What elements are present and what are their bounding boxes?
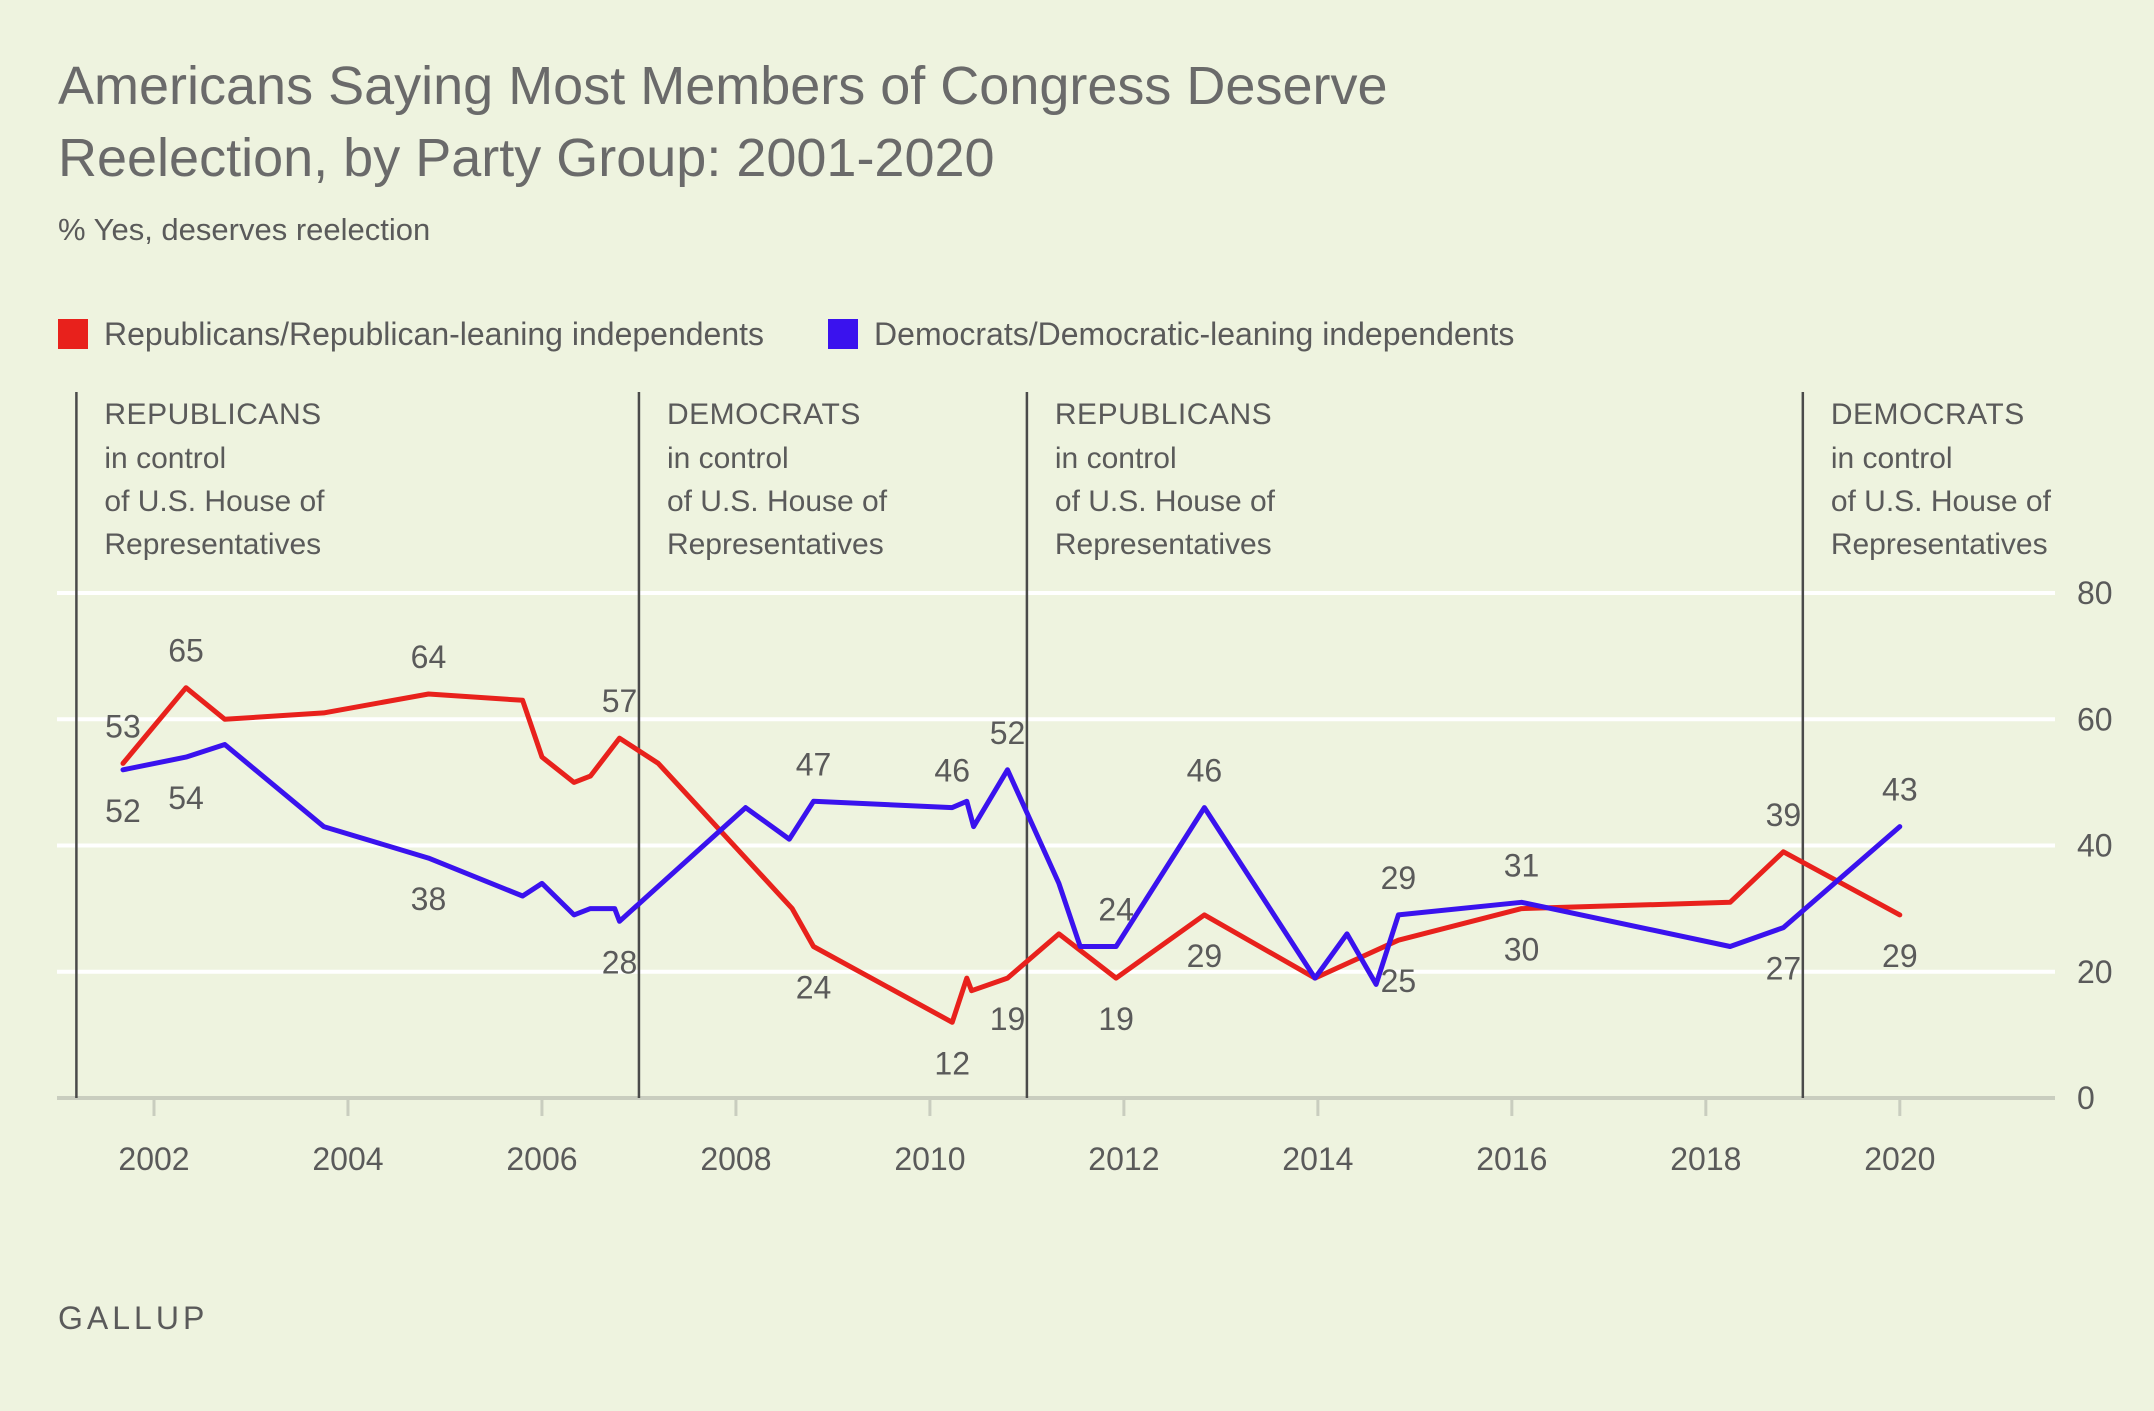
annotation-line-0-2: Representatives	[104, 528, 321, 561]
x-tick-label-2008: 2008	[700, 1141, 771, 1177]
x-tick-label-2004: 2004	[312, 1141, 383, 1177]
x-tick-label-2018: 2018	[1670, 1141, 1741, 1177]
annotation-heading-3: DEMOCRATS	[1831, 398, 2025, 431]
x-tick-label-2002: 2002	[118, 1141, 189, 1177]
x-tick-label-2020: 2020	[1864, 1141, 1935, 1177]
series-line-democrat	[120, 742, 1903, 987]
source-label: GALLUP	[58, 1300, 209, 1336]
y-tick-label-80: 80	[2077, 575, 2113, 611]
legend-swatch-democrat	[828, 319, 859, 349]
data-label-democrat-24: 27	[1766, 951, 1802, 987]
data-label-democrat-19: 52	[990, 715, 1026, 751]
legend-item-democrat: Democrats/Democratic-leaning independent…	[828, 316, 1514, 353]
data-label-democrat-13: 52	[105, 793, 141, 829]
y-tick-label-60: 60	[2077, 701, 2113, 737]
data-label-democrat-18: 46	[934, 753, 970, 789]
x-tick-label-2016: 2016	[1476, 1141, 1547, 1177]
data-label-republican-12: 29	[1882, 938, 1918, 974]
data-label-republican-7: 19	[1098, 1001, 1134, 1037]
x-tick-label-2014: 2014	[1282, 1141, 1353, 1177]
data-label-democrat-25: 43	[1882, 772, 1918, 808]
y-tick-label-0: 0	[2077, 1080, 2095, 1116]
data-label-republican-0: 53	[105, 708, 141, 744]
data-label-democrat-17: 47	[796, 746, 832, 782]
chart-subtitle: % Yes, deserves reelection	[58, 212, 431, 247]
data-label-democrat-21: 46	[1187, 753, 1223, 789]
legend-label-republican: Republicans/Republican-leaning independe…	[104, 315, 765, 352]
annotation-heading-1: DEMOCRATS	[667, 398, 861, 431]
data-label-democrat-20: 24	[1098, 892, 1134, 928]
data-label-republican-10: 30	[1504, 932, 1540, 968]
legend: Republicans/Republican-leaning independe…	[58, 312, 1578, 356]
data-label-republican-6: 19	[990, 1001, 1026, 1037]
annotation-line-0-0: in control	[104, 442, 226, 475]
data-label-republican-8: 29	[1187, 938, 1223, 974]
data-label-republican-5: 12	[934, 1045, 970, 1081]
data-label-democrat-15: 38	[411, 881, 447, 917]
data-label-republican-1: 65	[168, 633, 204, 669]
data-label-democrat-23: 31	[1504, 847, 1540, 883]
x-tick-label-2012: 2012	[1088, 1141, 1159, 1177]
data-label-democrat-22: 29	[1381, 860, 1417, 896]
annotation-line-1-1: of U.S. House of	[667, 485, 888, 518]
data-label-democrat-14: 54	[168, 780, 204, 816]
data-label-republican-11: 39	[1766, 797, 1802, 833]
annotation-line-1-0: in control	[667, 442, 789, 475]
annotation-line-3-1: of U.S. House of	[1831, 485, 2052, 518]
data-label-republican-2: 64	[411, 639, 447, 675]
data-label-republican-9: 25	[1381, 963, 1417, 999]
data-label-republican-3: 57	[602, 683, 638, 719]
annotation-line-2-0: in control	[1055, 442, 1177, 475]
x-tick-label-2006: 2006	[506, 1141, 577, 1177]
legend-swatch-republican	[58, 319, 88, 349]
annotation-heading-0: REPUBLICANS	[104, 398, 321, 431]
annotation-line-2-1: of U.S. House of	[1055, 485, 1276, 518]
annotation-line-3-0: in control	[1831, 442, 1953, 475]
data-label-democrat-16: 28	[602, 944, 638, 980]
legend-item-republican: Republicans/Republican-leaning independe…	[58, 316, 764, 353]
annotation-line-0-1: of U.S. House of	[104, 485, 325, 518]
series-line-republican	[120, 685, 1903, 1025]
annotation-line-3-2: Representatives	[1831, 528, 2048, 561]
annotation-line-1-2: Representatives	[667, 528, 884, 561]
chart-title: Americans Saying Most Members of Congres…	[58, 56, 1388, 188]
annotation-line-2-2: Representatives	[1055, 528, 1272, 561]
legend-label-democrat: Democrats/Democratic-leaning independent…	[874, 315, 1515, 352]
y-tick-label-40: 40	[2077, 828, 2113, 864]
y-tick-label-20: 20	[2077, 954, 2113, 990]
annotation-heading-2: REPUBLICANS	[1055, 398, 1272, 431]
x-tick-label-2010: 2010	[894, 1141, 965, 1177]
data-label-republican-4: 24	[796, 970, 832, 1006]
